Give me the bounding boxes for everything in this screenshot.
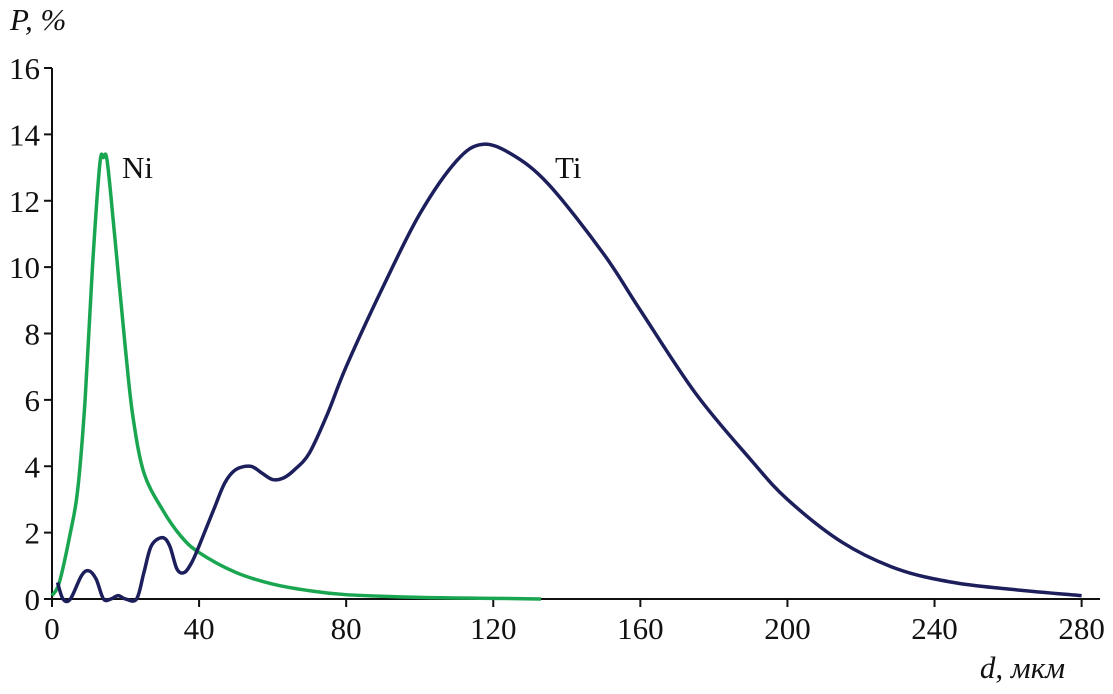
x-tick-label: 0	[44, 611, 60, 646]
series-label: Ni	[122, 150, 153, 185]
y-tick-label: 2	[25, 516, 41, 551]
x-axis-label: d, мкм	[980, 650, 1065, 685]
x-tick-label: 40	[184, 611, 215, 646]
y-tick-label: 16	[9, 51, 40, 86]
x-tick-label: 120	[470, 611, 517, 646]
y-tick-label: 6	[25, 383, 41, 418]
x-tick-label: 240	[911, 611, 958, 646]
y-tick-label: 4	[25, 449, 41, 484]
y-tick-label: 8	[25, 317, 41, 352]
x-tick-label: 200	[764, 611, 811, 646]
y-tick-label: 10	[9, 250, 40, 285]
x-tick-label: 160	[617, 611, 664, 646]
x-tick-label: 280	[1058, 611, 1105, 646]
series-line	[50, 152, 542, 601]
y-tick-label: 14	[9, 117, 41, 152]
y-tick-label: 12	[9, 184, 40, 219]
series-line	[55, 142, 1082, 604]
y-axis-label: P, %	[9, 2, 66, 37]
x-tick-label: 80	[331, 611, 362, 646]
series-label: Ti	[555, 150, 582, 185]
y-tick-label: 0	[25, 582, 41, 617]
